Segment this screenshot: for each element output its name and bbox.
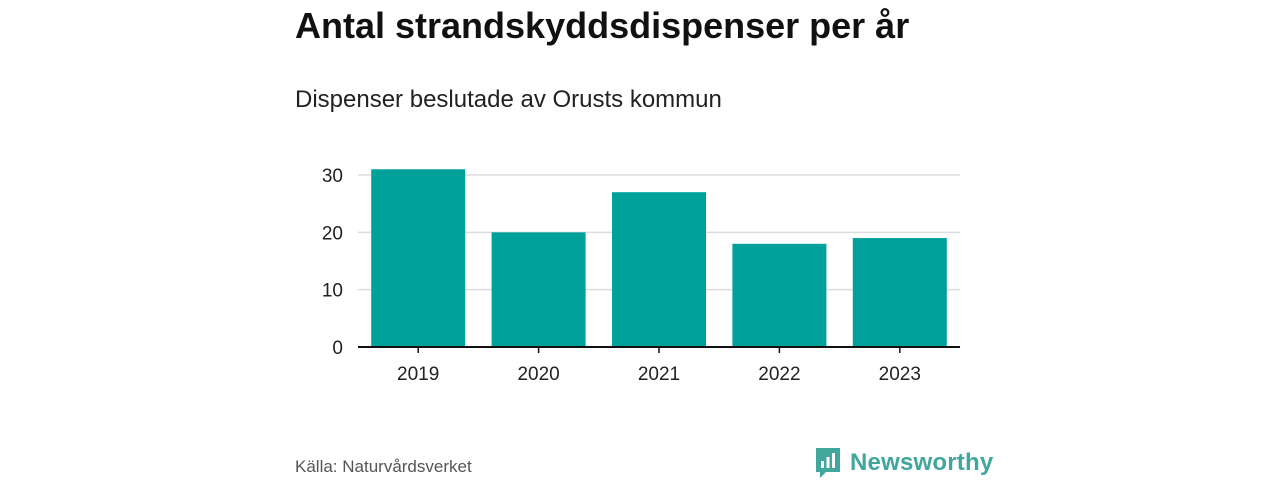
bars <box>371 169 947 347</box>
x-tick-label: 2023 <box>879 364 921 385</box>
source-note: Källa: Naturvårdsverket <box>295 457 472 476</box>
bar-2021 <box>612 192 706 347</box>
x-tick-label: 2021 <box>638 364 680 385</box>
x-tick-label: 2019 <box>397 364 439 385</box>
y-axis-ticks: 0 10 20 30 <box>322 166 343 359</box>
bar-2022 <box>732 243 827 347</box>
x-axis-ticks: 2019 2020 2021 2022 2023 <box>397 347 921 385</box>
y-tick-label: 30 <box>322 166 343 187</box>
chart-subtitle: Dispenser beslutade av Orusts kommun <box>295 86 722 113</box>
bar-2019 <box>371 169 466 347</box>
bar-chart: 0 10 20 30 2019 2020 2021 2022 2023 <box>322 166 960 385</box>
x-tick-label: 2022 <box>758 364 800 385</box>
y-tick-label: 10 <box>322 281 343 302</box>
chart-title: Antal strandskyddsdispenser per år <box>295 5 910 46</box>
bar-2020 <box>491 232 586 347</box>
y-tick-label: 0 <box>332 338 343 359</box>
y-tick-label: 20 <box>322 223 343 244</box>
brand: Newsworthy <box>814 446 993 480</box>
bar-2023 <box>852 238 947 347</box>
newsworthy-logo-icon <box>816 448 840 478</box>
brand-name: Newsworthy <box>850 449 994 476</box>
x-tick-label: 2020 <box>517 364 559 385</box>
